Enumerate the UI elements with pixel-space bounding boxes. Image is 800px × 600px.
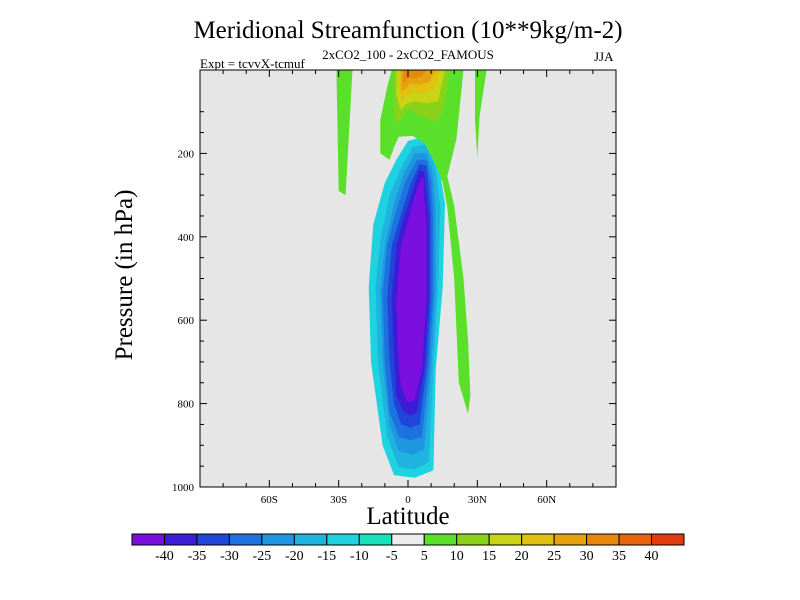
colorbar-label: -20 (285, 549, 304, 564)
colorbar-label: -15 (317, 549, 336, 564)
colorbar-swatch (423, 533, 458, 546)
colorbar-label: 15 (482, 549, 496, 564)
colorbar-swatch (261, 533, 295, 546)
colorbar: -40 -35 -30 -25 -20 -15 -10 -5 5 10 15 20 25 30 35 40 (131, 533, 685, 564)
x-axis-label: Latitude (366, 503, 450, 530)
contour-region-7 (336, 70, 353, 196)
colorbar-swatch (553, 533, 588, 546)
colorbar-swatch (618, 533, 653, 546)
y-tick-label: 1000 (172, 482, 195, 494)
colorbar-swatch (228, 533, 263, 546)
colorbar-label: 30 (580, 549, 594, 564)
colorbar-label: -35 (188, 549, 207, 564)
contour-region-14 (403, 70, 427, 84)
colorbar-label: 5 (421, 549, 428, 564)
axis-ticks: 60S 30S 0 30N 60N 200 400 600 800 1000 (172, 70, 616, 506)
contour-region-6 (396, 176, 427, 403)
colorbar-label: -10 (350, 549, 369, 564)
experiment-label: Expt = tcvvX-tcmuf (200, 56, 305, 71)
x-tick-label: 30N (468, 494, 487, 506)
colorbar-label: 10 (450, 549, 464, 564)
colorbar-swatch (391, 533, 425, 546)
colorbar-label: -30 (220, 549, 239, 564)
colorbar-swatch (326, 533, 360, 546)
colorbar-swatch (358, 533, 393, 546)
chart-title: Meridional Streamfunction (10**9kg/m-2) (193, 17, 623, 44)
x-tick-label: 60N (537, 494, 556, 506)
colorbar-swatch (651, 533, 685, 546)
season-label: JJA (594, 49, 614, 64)
contour-region-9 (475, 70, 487, 158)
x-tick-label: 30S (330, 494, 347, 506)
colorbar-swatch (163, 533, 198, 546)
colorbar-swatch (456, 533, 490, 546)
colorbar-swatch (488, 533, 523, 546)
colorbar-swatch (586, 533, 620, 546)
colorbar-label: 35 (612, 549, 626, 564)
y-tick-label: 600 (178, 315, 195, 327)
y-tick-label: 400 (178, 232, 195, 244)
x-tick-label: 60S (261, 494, 278, 506)
colorbar-swatch (521, 533, 555, 546)
chart-subtitle: 2xCO2_100 - 2xCO2_FAMOUS (322, 47, 494, 62)
colorbar-label: -5 (386, 549, 398, 564)
colorbar-swatch (131, 533, 165, 546)
colorbar-swatch (293, 533, 328, 546)
y-tick-label: 200 (178, 148, 195, 160)
y-tick-label: 800 (178, 399, 195, 411)
colorbar-label: -40 (155, 549, 174, 564)
contour-regions (336, 70, 487, 478)
contour-region-8 (380, 70, 471, 414)
colorbar-label: 40 (645, 549, 659, 564)
colorbar-label: 20 (515, 549, 529, 564)
colorbar-swatch (196, 533, 230, 546)
colorbar-label: 25 (547, 549, 561, 564)
x-tick-label: 0 (405, 494, 411, 506)
colorbar-label: -25 (253, 549, 272, 564)
